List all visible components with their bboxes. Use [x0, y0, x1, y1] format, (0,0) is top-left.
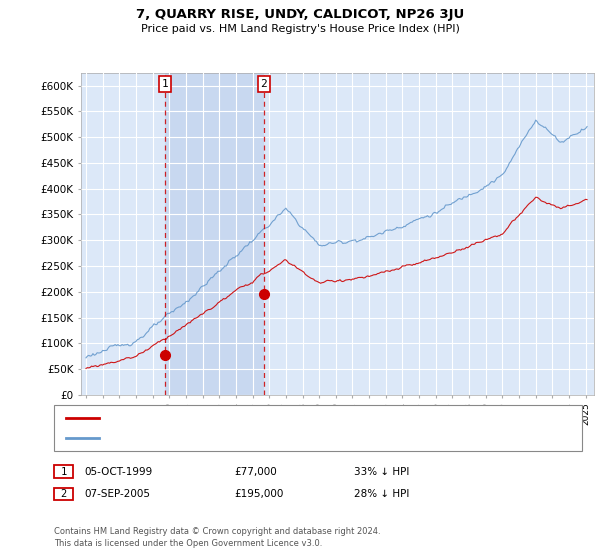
Text: Price paid vs. HM Land Registry's House Price Index (HPI): Price paid vs. HM Land Registry's House … [140, 24, 460, 34]
Text: £77,000: £77,000 [234, 466, 277, 477]
Text: Contains HM Land Registry data © Crown copyright and database right 2024.
This d: Contains HM Land Registry data © Crown c… [54, 527, 380, 548]
Text: 28% ↓ HPI: 28% ↓ HPI [354, 489, 409, 499]
Text: 1: 1 [162, 79, 169, 89]
Text: 2: 2 [61, 489, 67, 499]
Text: 7, QUARRY RISE, UNDY, CALDICOT, NP26 3JU (detached house): 7, QUARRY RISE, UNDY, CALDICOT, NP26 3JU… [105, 413, 418, 423]
Text: 7, QUARRY RISE, UNDY, CALDICOT, NP26 3JU: 7, QUARRY RISE, UNDY, CALDICOT, NP26 3JU [136, 8, 464, 21]
Text: HPI: Average price, detached house, Monmouthshire: HPI: Average price, detached house, Monm… [105, 433, 367, 443]
Text: 07-SEP-2005: 07-SEP-2005 [84, 489, 150, 499]
Text: 05-OCT-1999: 05-OCT-1999 [84, 466, 152, 477]
Text: 33% ↓ HPI: 33% ↓ HPI [354, 466, 409, 477]
Bar [165, 73, 264, 395]
Text: £195,000: £195,000 [234, 489, 283, 499]
Text: 1: 1 [61, 466, 67, 477]
Text: 2: 2 [260, 79, 267, 89]
